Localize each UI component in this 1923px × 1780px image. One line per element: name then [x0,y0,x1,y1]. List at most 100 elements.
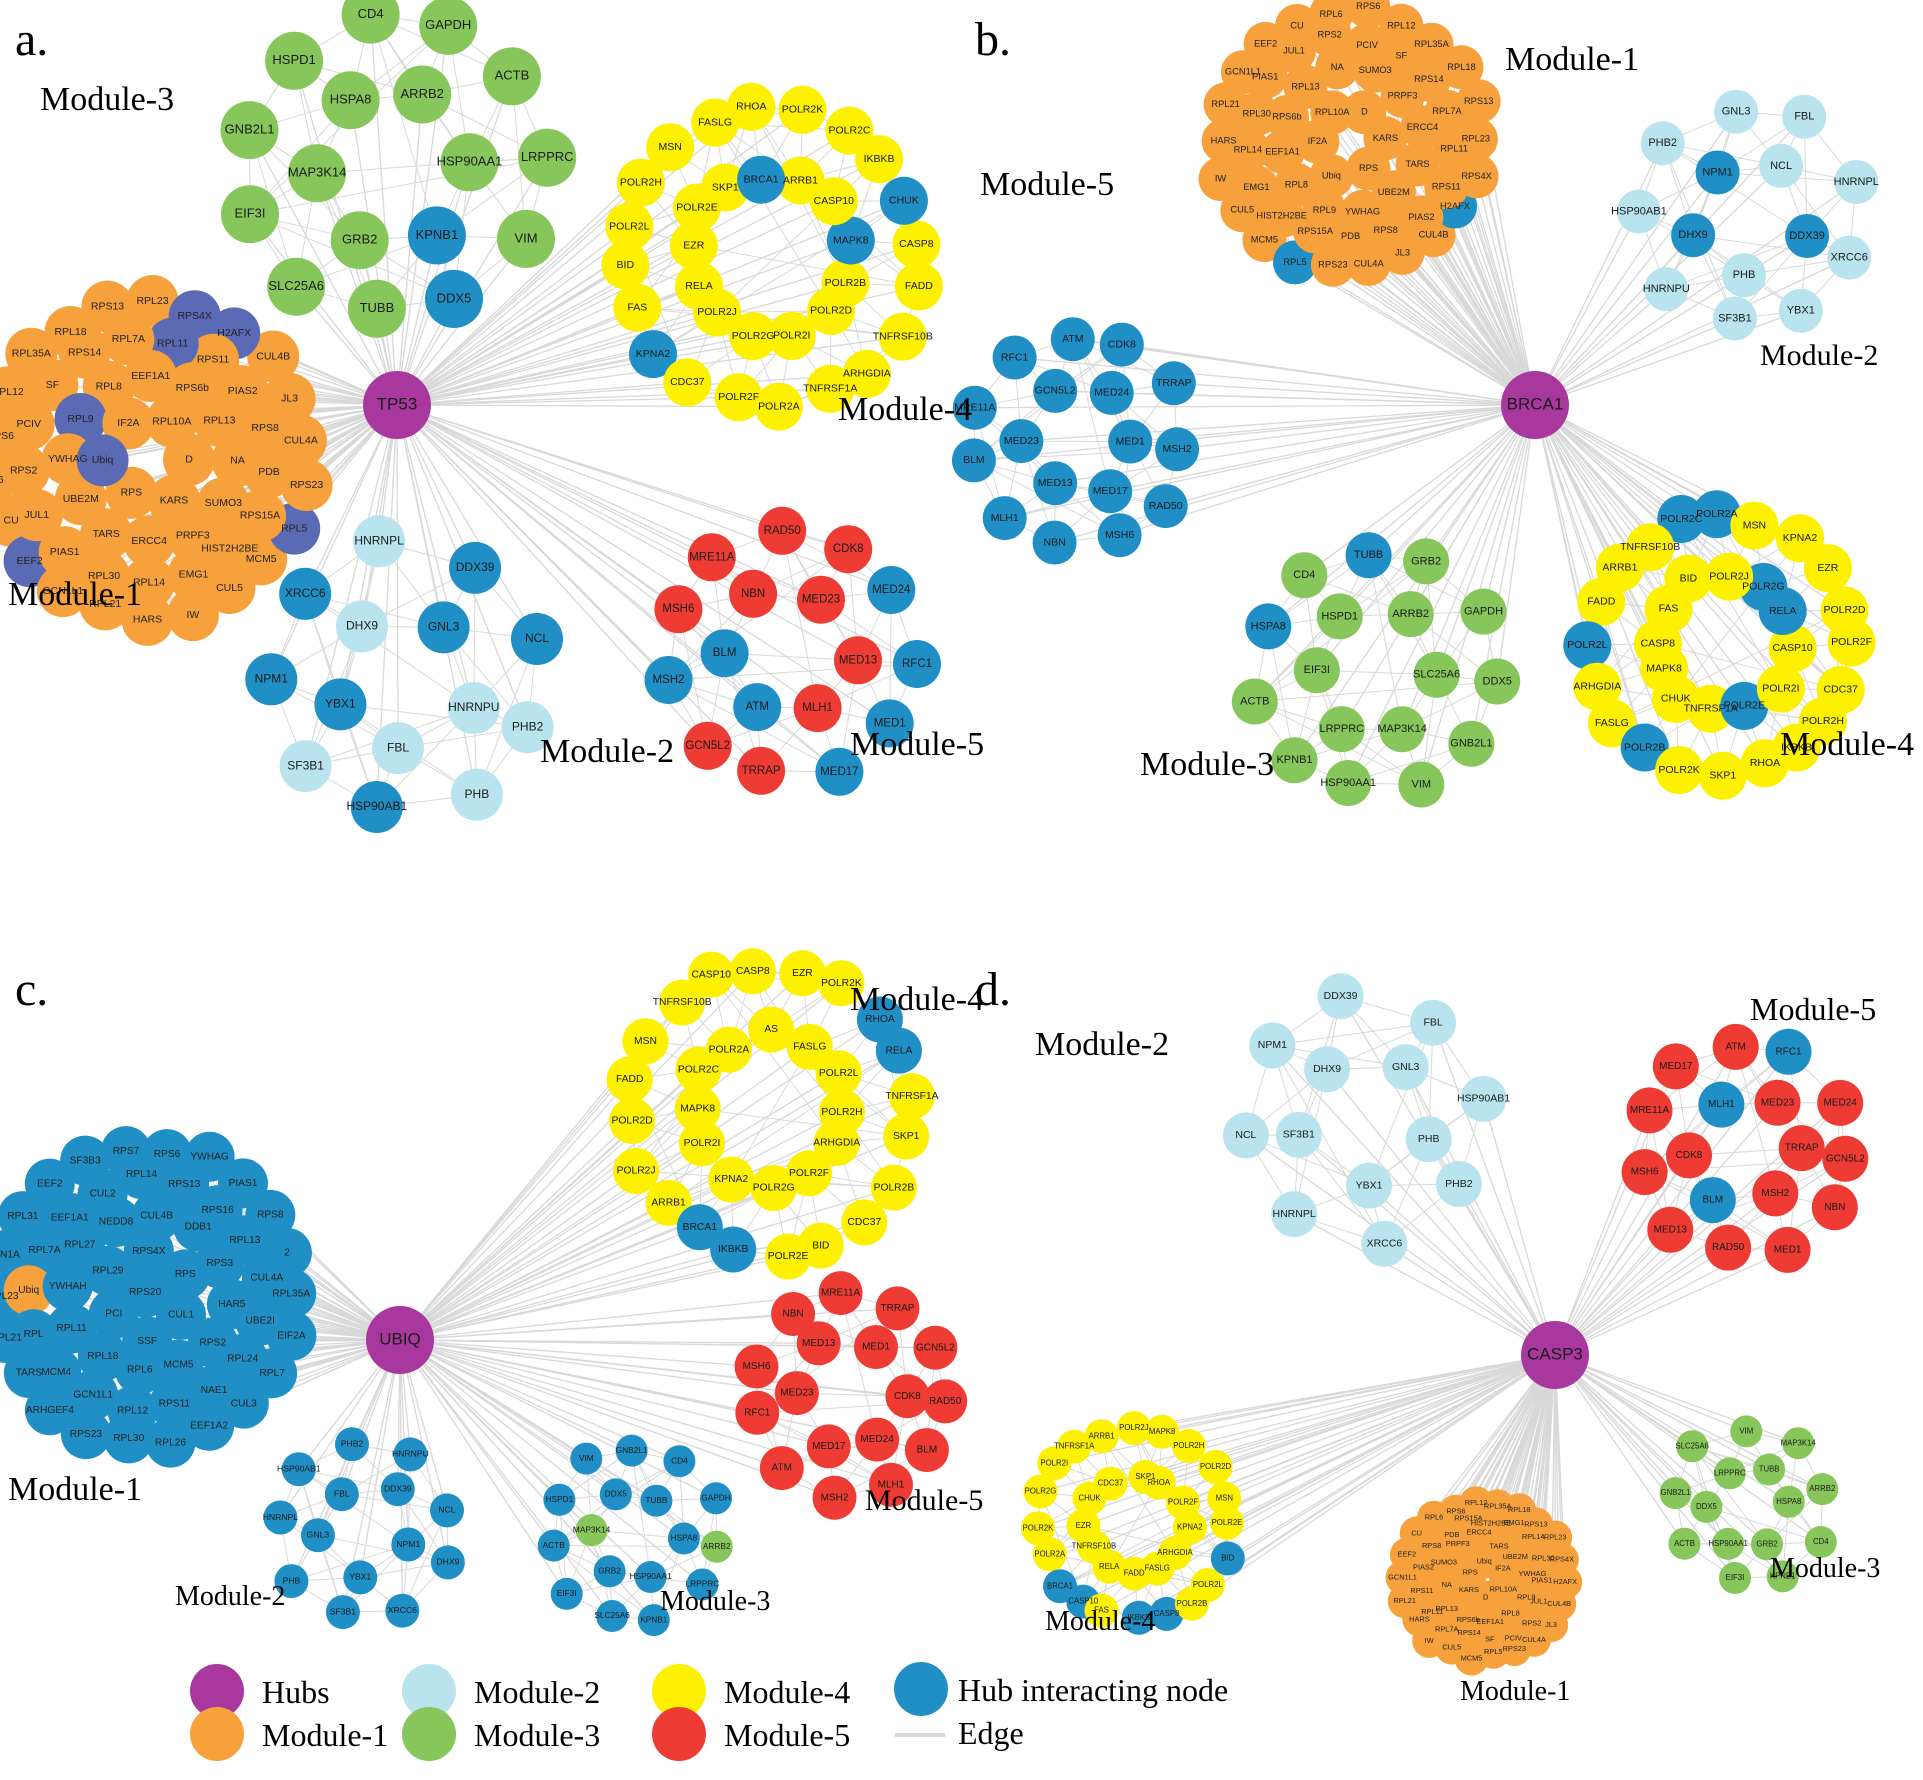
svg-text:PHB: PHB [1418,1133,1440,1145]
svg-text:RPL11: RPL11 [157,337,188,349]
svg-text:Module-4: Module-4 [838,391,972,428]
svg-text:POLR2D: POLR2D [611,1116,652,1127]
svg-text:POLR2E: POLR2E [1212,1518,1243,1527]
svg-text:SKP1: SKP1 [712,181,739,193]
svg-text:HSP90AB1: HSP90AB1 [1457,1093,1510,1105]
svg-text:HIST2H2BE: HIST2H2BE [201,543,258,555]
svg-text:POLR2A: POLR2A [1034,1549,1066,1558]
svg-text:KPNB1: KPNB1 [1276,754,1312,766]
svg-text:RPS15A: RPS15A [240,510,280,522]
svg-text:MAP3K14: MAP3K14 [1781,1438,1817,1447]
svg-text:MED13: MED13 [1654,1224,1688,1235]
svg-text:RPS13: RPS13 [1524,1519,1547,1528]
svg-text:YWHAG: YWHAG [190,1151,229,1162]
svg-text:ARHGEF4: ARHGEF4 [26,1405,74,1416]
svg-text:PHB2: PHB2 [341,1438,364,1448]
svg-text:ATM: ATM [1062,333,1083,345]
svg-text:NBN: NBN [1824,1202,1845,1213]
svg-text:IW: IW [1215,173,1227,183]
svg-text:RAD50: RAD50 [929,1396,962,1407]
svg-text:YWHAG: YWHAG [1345,206,1380,216]
svg-text:RPL6: RPL6 [127,1364,153,1375]
svg-text:CUL5: CUL5 [1442,1643,1461,1652]
svg-text:NEDD8: NEDD8 [99,1217,134,1228]
svg-text:MCM5: MCM5 [246,553,277,565]
svg-text:KPNB1: KPNB1 [416,227,459,242]
svg-text:EIF2A: EIF2A [277,1330,306,1341]
svg-text:RAD50: RAD50 [1149,500,1183,512]
svg-text:RELA: RELA [1769,605,1796,617]
svg-text:POLR2F: POLR2F [1831,636,1872,648]
svg-text:RPL5: RPL5 [1484,1647,1503,1656]
svg-text:PCI: PCI [105,1309,122,1320]
svg-text:PHB: PHB [1733,269,1756,281]
svg-text:d.: d. [975,963,1011,1016]
svg-text:RPL11: RPL11 [56,1323,87,1334]
svg-text:FBL: FBL [1423,1017,1442,1029]
svg-text:PHB2: PHB2 [512,719,544,733]
svg-text:CUL4A: CUL4A [250,1272,283,1283]
svg-text:RPS14: RPS14 [1457,1628,1480,1637]
svg-text:HNRNPU: HNRNPU [1643,283,1690,295]
svg-text:Module-5: Module-5 [980,166,1114,203]
svg-text:DDX5: DDX5 [605,1489,628,1499]
svg-text:GNB2L1: GNB2L1 [225,122,275,137]
svg-text:RPS23: RPS23 [1503,1644,1526,1653]
svg-text:Module-5: Module-5 [850,726,984,763]
svg-text:Ubiq: Ubiq [1322,171,1341,181]
svg-text:EIF3I: EIF3I [557,1588,577,1598]
svg-text:MAPK8: MAPK8 [833,234,869,246]
svg-text:CASP10: CASP10 [691,969,731,980]
svg-text:Module-4: Module-4 [1780,726,1914,763]
svg-text:JUL1: JUL1 [1283,45,1305,55]
svg-text:RPS11: RPS11 [197,354,230,366]
svg-text:RPL6: RPL6 [1319,9,1342,19]
svg-text:MED23: MED23 [1004,435,1039,447]
svg-text:CDC37: CDC37 [1098,1479,1124,1488]
svg-text:PIAS1: PIAS1 [1252,71,1278,81]
svg-text:RPS11: RPS11 [1410,1586,1433,1595]
svg-text:Module-1: Module-1 [8,1471,142,1508]
svg-text:POLR2A: POLR2A [758,400,799,412]
svg-text:CUL4B: CUL4B [1419,230,1449,240]
svg-text:NPM1: NPM1 [1258,1039,1287,1051]
svg-text:GNL3: GNL3 [1722,106,1751,118]
svg-text:HSPA8: HSPA8 [1776,1497,1801,1506]
svg-text:IKBKB: IKBKB [864,153,895,165]
svg-text:CDK8: CDK8 [1108,338,1136,350]
svg-text:RELA: RELA [1099,1562,1120,1571]
svg-text:POLR2C: POLR2C [828,124,870,136]
svg-text:SF: SF [46,379,59,391]
svg-text:ATM: ATM [772,1463,792,1474]
svg-text:RPL13: RPL13 [203,415,235,427]
svg-text:BRCA1: BRCA1 [1507,394,1564,413]
svg-text:EEF2: EEF2 [16,555,42,567]
svg-text:Edge: Edge [958,1715,1024,1751]
svg-text:UBE2M: UBE2M [1502,1552,1527,1561]
svg-text:MSH6: MSH6 [1105,529,1134,541]
svg-text:RPL8: RPL8 [96,381,122,393]
svg-text:RFC1: RFC1 [744,1407,771,1418]
svg-text:UBE2I: UBE2I [245,1315,274,1326]
svg-text:CUL4B: CUL4B [1547,1599,1571,1608]
svg-text:SF3B3: SF3B3 [70,1155,101,1166]
svg-text:PRPF3: PRPF3 [176,530,210,542]
svg-text:SKP1: SKP1 [893,1131,920,1142]
svg-text:YBX1: YBX1 [325,697,356,711]
svg-text:Module-3: Module-3 [474,1717,600,1753]
svg-text:POLR2I: POLR2I [773,330,810,342]
svg-text:POLR2F: POLR2F [789,1168,829,1179]
svg-text:YBX1: YBX1 [349,1572,371,1582]
svg-text:RPL30: RPL30 [113,1433,144,1444]
svg-text:CU: CU [4,515,19,527]
svg-text:Module-4: Module-4 [850,981,984,1018]
svg-text:GCN5L2: GCN5L2 [1826,1153,1865,1164]
svg-text:GAPDH: GAPDH [701,1492,731,1502]
svg-text:PIAS2: PIAS2 [228,385,258,397]
svg-text:POLR2G: POLR2G [1742,581,1785,593]
svg-text:NCL: NCL [438,1505,455,1515]
svg-text:MSH2: MSH2 [1163,443,1192,455]
svg-text:GCN5L2: GCN5L2 [916,1342,955,1353]
svg-text:CUL4A: CUL4A [1522,1635,1546,1644]
svg-text:PDB: PDB [258,466,280,478]
